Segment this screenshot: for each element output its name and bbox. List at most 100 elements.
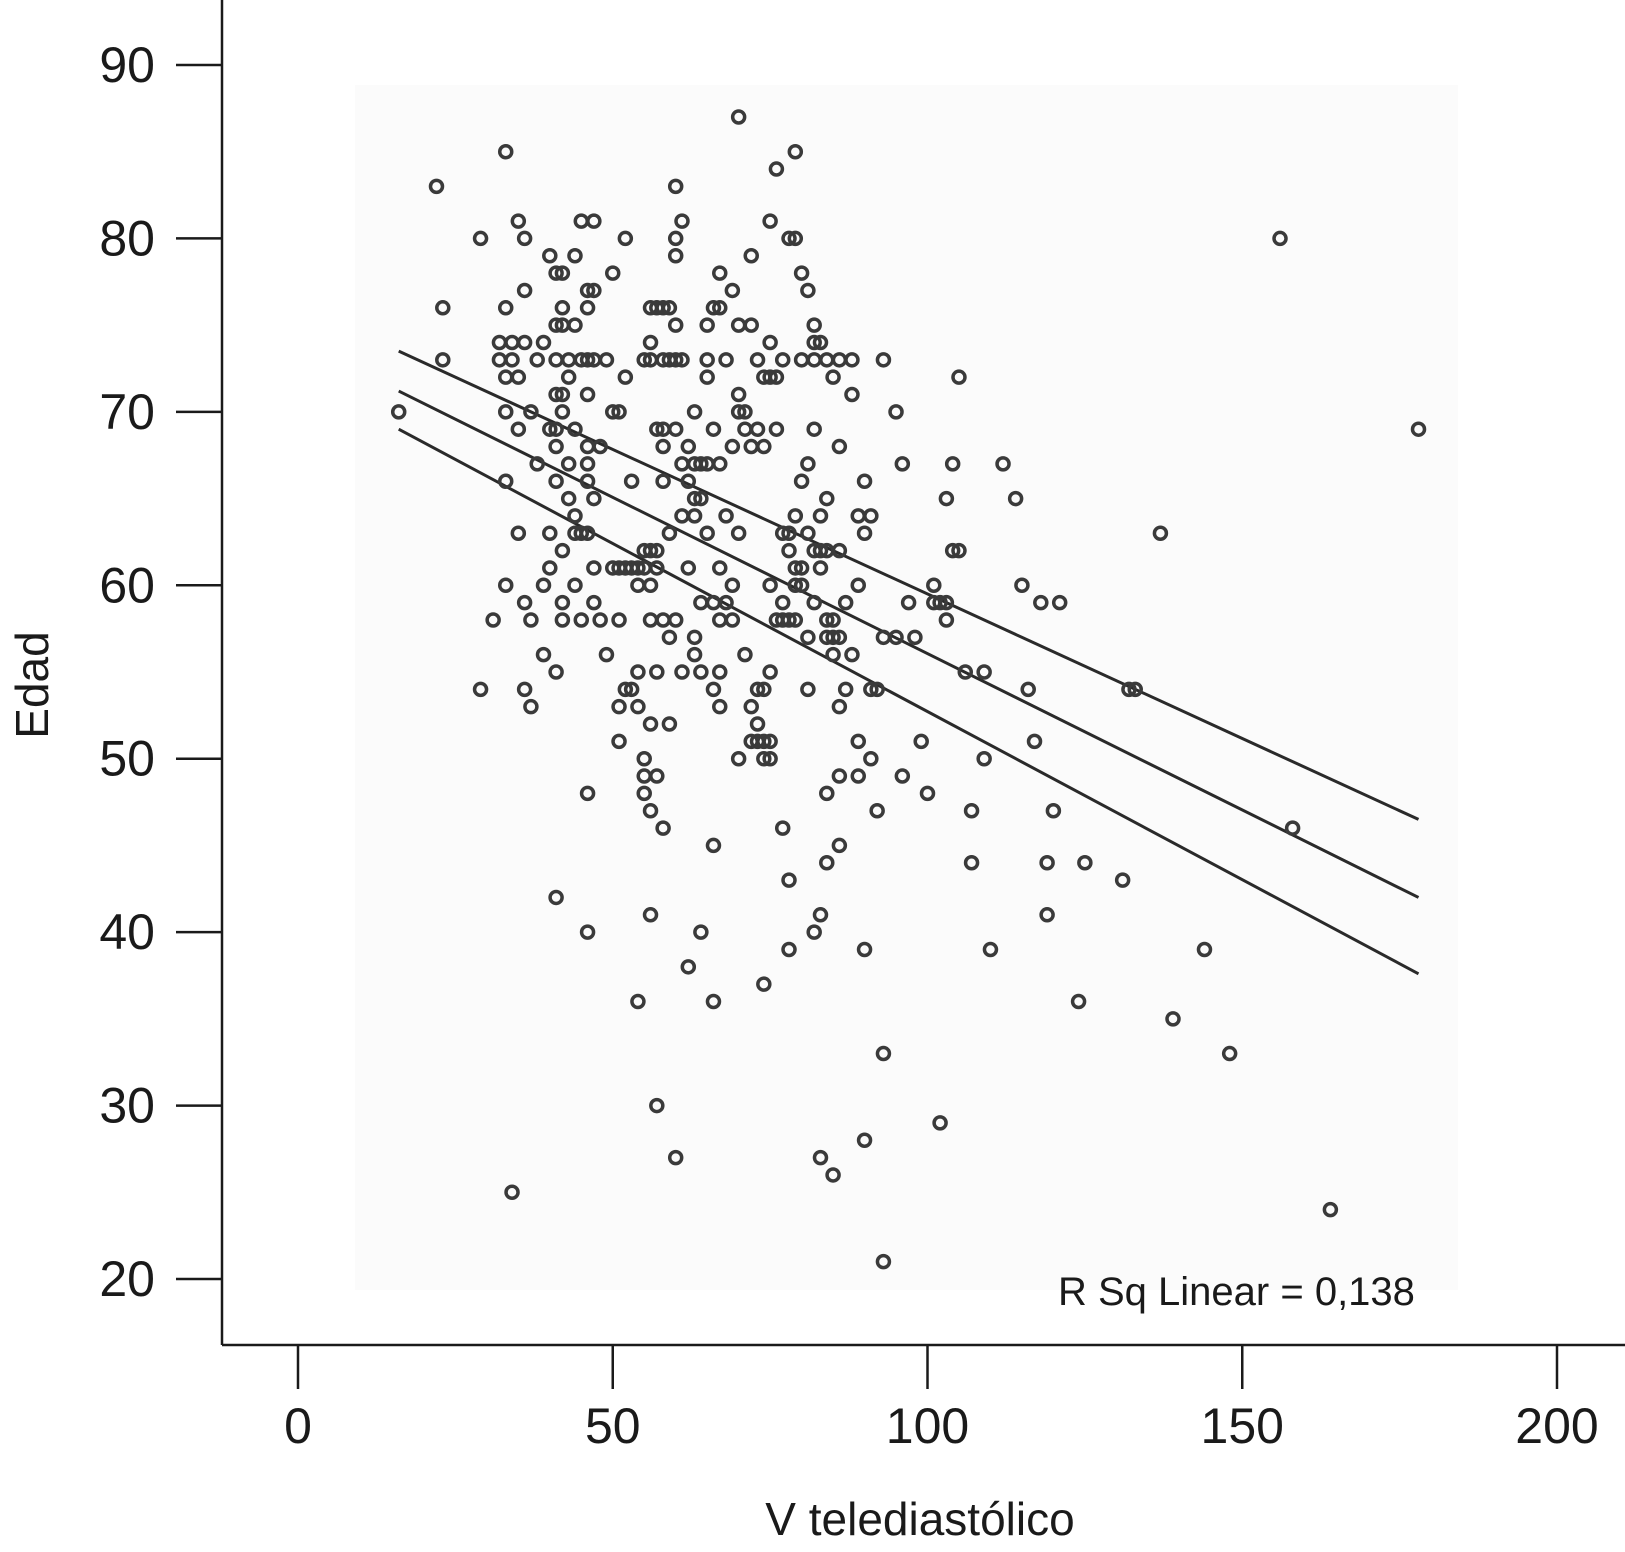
data-point xyxy=(1020,681,1036,698)
data-point xyxy=(856,525,873,542)
x-axis: 0 50 100 150 200 xyxy=(222,1343,1625,1454)
data-point xyxy=(944,456,961,472)
data-point xyxy=(667,317,684,333)
y-tick-label: 70 xyxy=(99,384,155,440)
data-point xyxy=(932,594,948,611)
data-point xyxy=(819,855,835,871)
data-point xyxy=(1070,993,1087,1010)
data-point xyxy=(435,352,451,368)
data-point xyxy=(1165,1011,1181,1027)
data-point xyxy=(573,525,590,542)
data-point xyxy=(737,404,753,420)
data-point xyxy=(510,369,527,385)
data-point xyxy=(844,646,860,663)
data-point xyxy=(617,369,634,385)
data-point xyxy=(844,386,860,403)
data-point xyxy=(768,161,785,177)
data-point xyxy=(888,404,904,420)
data-point xyxy=(1026,733,1043,750)
data-point xyxy=(598,646,615,663)
data-point xyxy=(579,300,596,316)
y-tick-label: 90 xyxy=(99,37,155,93)
data-point xyxy=(875,1045,892,1062)
data-point xyxy=(680,438,697,455)
data-point xyxy=(523,404,539,420)
data-point xyxy=(516,334,533,351)
data-point xyxy=(586,282,602,299)
data-point xyxy=(573,612,590,628)
data-point xyxy=(888,629,904,646)
data-point xyxy=(869,681,885,698)
data-point xyxy=(787,143,804,160)
data-point xyxy=(661,629,678,646)
data-point xyxy=(749,681,766,698)
data-point xyxy=(1121,681,1137,698)
data-point xyxy=(831,698,848,715)
data-point xyxy=(819,490,835,507)
data-point xyxy=(787,508,804,524)
data-point xyxy=(800,681,816,698)
data-point xyxy=(699,317,715,333)
x-tick-label: 50 xyxy=(585,1398,641,1454)
data-point xyxy=(686,629,703,646)
data-point xyxy=(982,941,999,958)
data-point xyxy=(831,438,848,455)
data-point xyxy=(548,386,564,403)
data-point xyxy=(774,820,791,836)
data-point xyxy=(674,352,690,368)
data-point xyxy=(875,352,892,368)
data-point xyxy=(718,594,734,611)
data-point xyxy=(649,542,665,559)
data-point xyxy=(932,1115,948,1131)
data-point xyxy=(705,837,722,854)
data-point xyxy=(800,282,816,299)
data-point xyxy=(1284,820,1301,836)
data-point xyxy=(812,334,829,351)
data-point xyxy=(655,473,671,489)
data-point xyxy=(560,456,577,472)
data-point xyxy=(630,698,646,715)
data-point xyxy=(743,698,759,715)
data-point xyxy=(743,248,759,264)
data-point xyxy=(667,352,684,368)
data-point xyxy=(951,542,967,559)
data-point xyxy=(523,612,539,628)
data-point xyxy=(655,438,671,455)
data-point xyxy=(1039,907,1055,923)
data-point xyxy=(623,681,640,698)
data-point xyxy=(579,386,596,403)
data-point xyxy=(800,629,816,646)
data-point xyxy=(1127,681,1143,698)
data-point xyxy=(693,456,709,472)
data-point xyxy=(1033,594,1049,611)
data-point xyxy=(554,265,571,281)
data-point xyxy=(749,352,766,368)
data-point xyxy=(579,785,596,802)
data-point xyxy=(793,473,810,489)
data-point xyxy=(504,1184,520,1201)
x-axis-title: V telediastólico xyxy=(765,1493,1074,1545)
data-point xyxy=(680,473,697,489)
data-point xyxy=(667,178,684,195)
data-point xyxy=(724,438,741,455)
data-point xyxy=(756,976,772,992)
data-point xyxy=(712,265,728,281)
data-point xyxy=(963,855,980,871)
data-point xyxy=(554,386,571,403)
data-point xyxy=(705,300,722,316)
data-point xyxy=(560,369,577,385)
data-point xyxy=(963,802,980,819)
data-point xyxy=(667,421,684,437)
data-point xyxy=(806,317,822,333)
data-point xyxy=(1045,802,1062,819)
data-point xyxy=(586,490,602,507)
data-point xyxy=(623,473,640,489)
data-point xyxy=(686,404,703,420)
data-point xyxy=(774,594,791,611)
data-point xyxy=(605,265,621,281)
data-point xyxy=(787,577,804,594)
data-point xyxy=(712,664,728,680)
data-point xyxy=(812,560,829,576)
data-point xyxy=(793,577,810,594)
data-point xyxy=(567,317,583,333)
